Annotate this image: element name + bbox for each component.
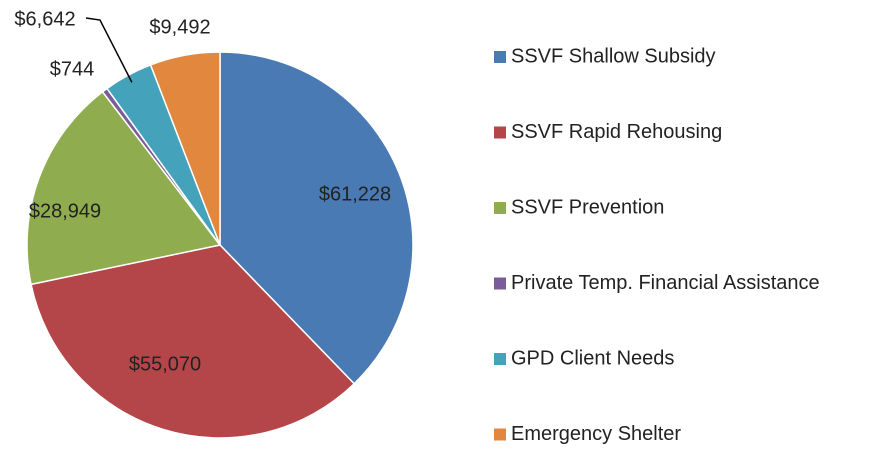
legend-swatch xyxy=(494,51,506,63)
leader-line xyxy=(85,17,133,83)
legend-label: SSVF Rapid Rehousing xyxy=(511,121,722,143)
data-label: $744 xyxy=(50,58,95,80)
data-label: $61,228 xyxy=(319,183,391,205)
legend-label: SSVF Shallow Subsidy xyxy=(511,45,716,67)
legend-swatch xyxy=(494,202,506,214)
legend-swatch xyxy=(494,353,506,365)
legend-label: GPD Client Needs xyxy=(511,347,674,369)
legend-swatch xyxy=(494,277,506,290)
data-label: $28,949 xyxy=(29,200,101,222)
legend-swatch xyxy=(494,428,506,441)
data-label: $6,642 xyxy=(14,8,75,30)
legend-swatch xyxy=(494,126,506,139)
pie-slice xyxy=(26,90,222,286)
pie-slice xyxy=(149,51,221,246)
legend-label: Private Temp. Financial Assistance xyxy=(511,272,820,294)
data-label: $55,070 xyxy=(129,353,201,375)
pie-slice xyxy=(219,51,414,385)
legend-label: Emergency Shelter xyxy=(511,423,681,445)
pie-slice xyxy=(30,244,356,439)
data-label: $9,492 xyxy=(149,16,210,38)
legend-label: SSVF Prevention xyxy=(511,196,664,218)
